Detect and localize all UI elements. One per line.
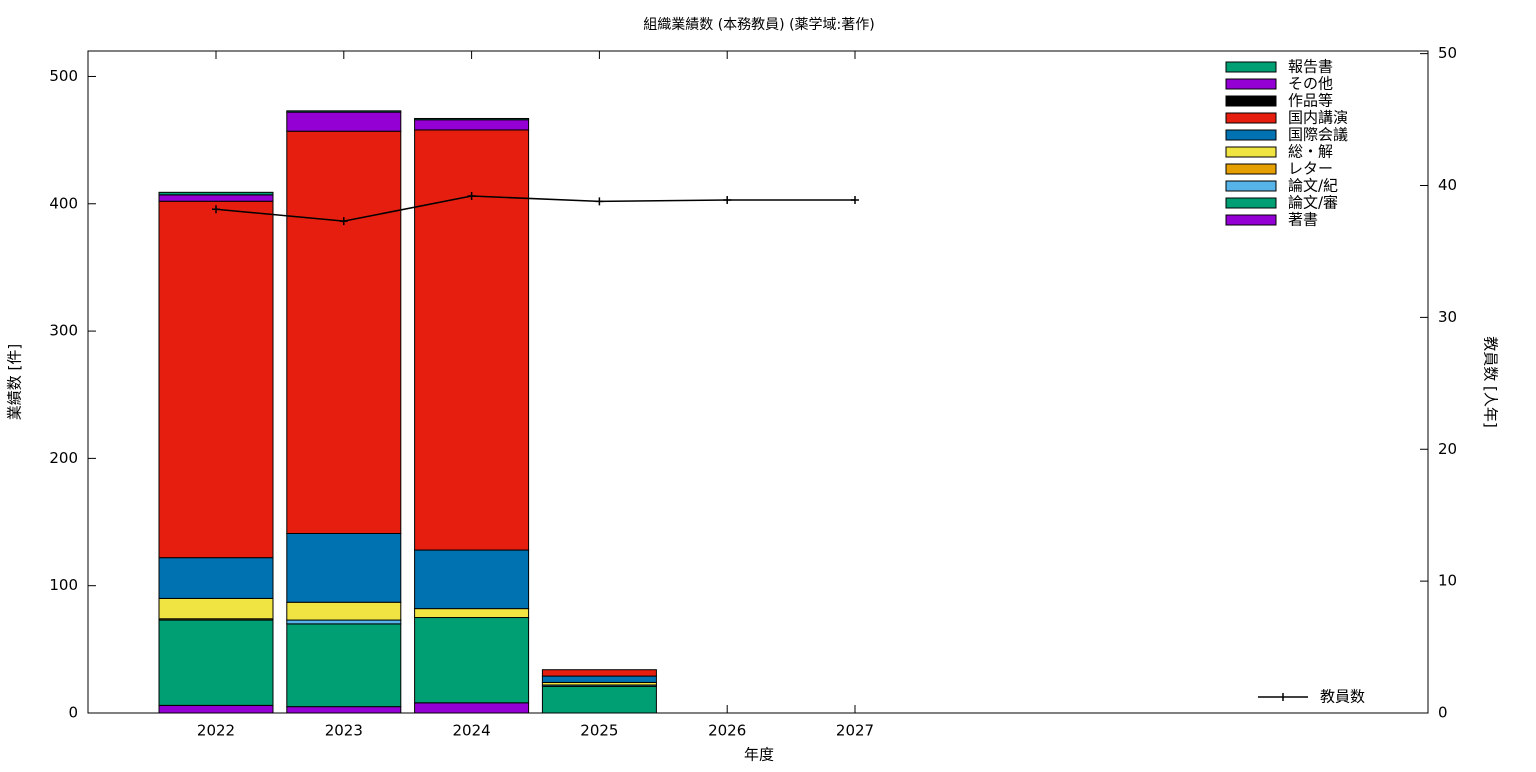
bar-segment (414, 702, 530, 714)
bar-segment (158, 704, 274, 714)
x-tick-label: 2027 (836, 722, 874, 740)
y2-tick-label: 30 (1438, 308, 1457, 326)
legend-label: レター (1288, 160, 1333, 178)
legend-swatch (1225, 112, 1277, 124)
x-axis-label: 年度 (744, 746, 774, 764)
bar-segment (286, 111, 402, 132)
bar-segment (541, 669, 657, 677)
bar-segment (286, 601, 402, 621)
bar-segment (414, 617, 530, 704)
bar-segment (286, 532, 402, 603)
bar-segment (286, 619, 402, 625)
chart-title: 組織業績数 (本務教員) (薬学域:著作) (643, 17, 874, 33)
bar-segment (158, 557, 274, 599)
bar-segment (286, 706, 402, 714)
y2-axis-label: 教員数 [人年] (1482, 336, 1500, 427)
point (339, 217, 348, 226)
x-tick-label: 2023 (325, 722, 363, 740)
bar-segment (158, 597, 274, 620)
bar-segment (158, 200, 274, 559)
legend-label: 教員数 (1320, 688, 1365, 706)
point (851, 196, 859, 205)
y2-tick-label: 20 (1438, 440, 1457, 458)
bar-segment (286, 623, 402, 708)
legend-label: 総・解 (1288, 143, 1333, 161)
legend-label: 論文/紀 (1288, 177, 1338, 195)
y-tick-label: 0 (68, 704, 78, 722)
bar-segment (541, 685, 657, 714)
legend-label: その他 (1288, 75, 1333, 93)
bar-segment (414, 119, 530, 131)
legend-label: 作品等 (1288, 92, 1333, 110)
line (215, 195, 855, 222)
y-tick-label: 500 (49, 67, 78, 85)
legend-swatch (1225, 197, 1277, 209)
bar-segment (414, 549, 530, 610)
legend-swatch (1225, 129, 1277, 141)
bar-segment (541, 675, 657, 683)
x-tick-label: 2025 (580, 722, 618, 740)
bar-segment (414, 117, 530, 121)
x-tick-label: 2026 (708, 722, 746, 740)
legend-swatch (1225, 95, 1277, 107)
y-tick-label: 200 (49, 449, 78, 467)
point (467, 192, 476, 201)
legend-swatch (1225, 146, 1277, 158)
y-axis-label: 業績数 [件] (6, 344, 24, 420)
legend-swatch (1225, 214, 1277, 226)
legend-label: 著書 (1288, 211, 1318, 229)
legend-label: 報告書 (1288, 58, 1333, 76)
bar-segment (158, 619, 274, 706)
legend-swatch (1225, 163, 1277, 175)
legend-swatch (1225, 61, 1277, 73)
legend-label: 論文/審 (1288, 194, 1338, 212)
y-tick-label: 300 (49, 322, 78, 340)
legend-label: 国内講演 (1288, 109, 1348, 127)
y2-tick-label: 40 (1438, 176, 1457, 194)
point (723, 196, 732, 205)
x-tick-label: 2024 (453, 722, 491, 740)
bar-segment (414, 608, 530, 619)
plot-frame (87, 50, 1429, 714)
bar-segment (158, 194, 274, 202)
y2-tick-label: 0 (1438, 704, 1448, 722)
legend-swatch (1225, 180, 1277, 192)
point (212, 205, 220, 214)
bar-segment (286, 110, 402, 113)
legend-swatch (1225, 78, 1277, 90)
y2-tick-label: 50 (1438, 44, 1457, 62)
legend-label: 国際会議 (1288, 126, 1348, 144)
y-tick-label: 400 (49, 194, 78, 212)
bar-segment (286, 130, 402, 534)
x-tick-label: 2022 (197, 722, 235, 740)
point (595, 197, 604, 206)
y-tick-label: 100 (49, 576, 78, 594)
y2-tick-label: 10 (1438, 572, 1457, 590)
bar-segment (158, 191, 274, 196)
